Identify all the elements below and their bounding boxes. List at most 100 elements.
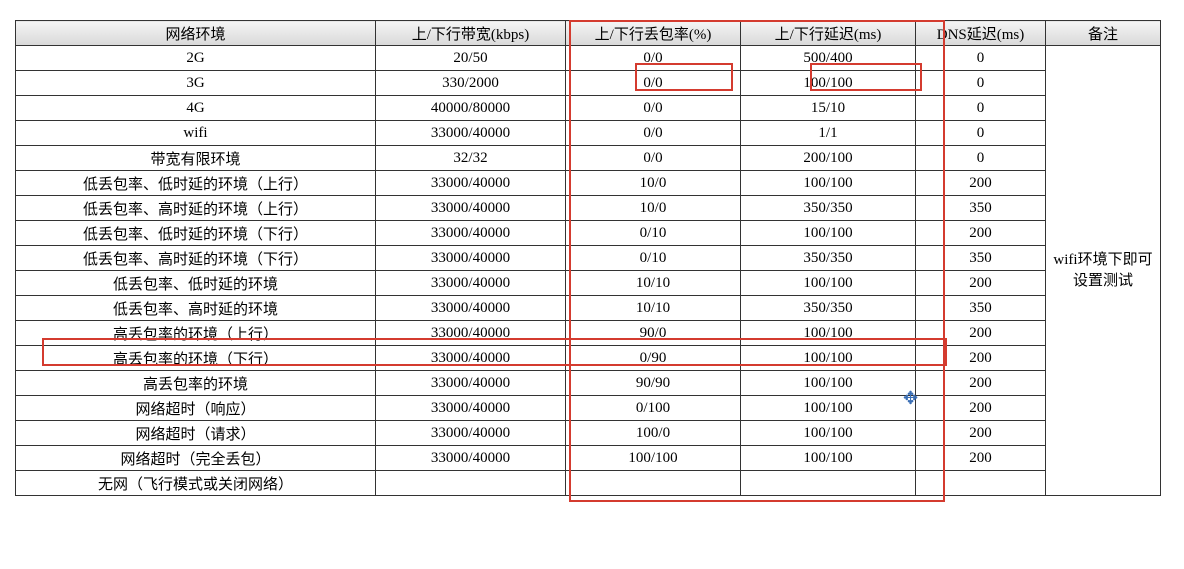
cell-env: 2G [16, 46, 376, 71]
table-row: 4G40000/800000/015/100 [16, 96, 1161, 121]
cell-lat: 350/350 [741, 296, 916, 321]
table-row: 带宽有限环境32/320/0200/1000 [16, 146, 1161, 171]
cell-bw: 33000/40000 [376, 121, 566, 146]
cell-bw: 33000/40000 [376, 271, 566, 296]
cell-dns: 200 [916, 421, 1046, 446]
cell-env: 低丢包率、高时延的环境（下行） [16, 246, 376, 271]
cell-lat: 100/100 [741, 371, 916, 396]
table-row: 网络超时（响应）33000/400000/100100/100200 [16, 396, 1161, 421]
cell-bw: 33000/40000 [376, 221, 566, 246]
cell-dns: 200 [916, 346, 1046, 371]
cell-loss: 10/0 [566, 171, 741, 196]
cell-lat: 100/100 [741, 171, 916, 196]
cell-bw: 40000/80000 [376, 96, 566, 121]
cell-dns [916, 471, 1046, 496]
cell-loss: 0/90 [566, 346, 741, 371]
cell-dns: 200 [916, 446, 1046, 471]
cell-bw: 33000/40000 [376, 371, 566, 396]
cell-bw: 32/32 [376, 146, 566, 171]
col-env: 网络环境 [16, 21, 376, 46]
cell-loss: 0/0 [566, 146, 741, 171]
cell-env: 高丢包率的环境 [16, 371, 376, 396]
cell-loss: 0/0 [566, 121, 741, 146]
cell-env: 低丢包率、低时延的环境 [16, 271, 376, 296]
cell-env: 4G [16, 96, 376, 121]
cell-dns: 200 [916, 171, 1046, 196]
cell-loss: 90/0 [566, 321, 741, 346]
cell-lat: 100/100 [741, 271, 916, 296]
cell-bw: 33000/40000 [376, 321, 566, 346]
cell-bw: 33000/40000 [376, 446, 566, 471]
table-row: 低丢包率、高时延的环境33000/4000010/10350/350350 [16, 296, 1161, 321]
cell-lat: 100/100 [741, 71, 916, 96]
cell-env: 低丢包率、高时延的环境 [16, 296, 376, 321]
cell-loss [566, 471, 741, 496]
table-row: 低丢包率、低时延的环境（下行）33000/400000/10100/100200 [16, 221, 1161, 246]
cell-lat: 200/100 [741, 146, 916, 171]
cell-loss: 0/10 [566, 221, 741, 246]
cell-dns: 0 [916, 46, 1046, 71]
table-row: 高丢包率的环境（上行）33000/4000090/0100/100200 [16, 321, 1161, 346]
cell-dns: 200 [916, 321, 1046, 346]
col-lat: 上/下行延迟(ms) [741, 21, 916, 46]
cell-bw: 20/50 [376, 46, 566, 71]
cell-bw [376, 471, 566, 496]
cell-bw: 33000/40000 [376, 421, 566, 446]
cell-bw: 33000/40000 [376, 296, 566, 321]
cell-bw: 33000/40000 [376, 346, 566, 371]
cell-loss: 90/90 [566, 371, 741, 396]
cell-bw: 33000/40000 [376, 396, 566, 421]
cell-loss: 0/10 [566, 246, 741, 271]
cell-env: 低丢包率、高时延的环境（上行） [16, 196, 376, 221]
note-cell: wifi环境下即可设置测试 [1046, 46, 1161, 496]
cell-dns: 200 [916, 396, 1046, 421]
col-note: 备注 [1046, 21, 1161, 46]
table-row: 低丢包率、低时延的环境33000/4000010/10100/100200 [16, 271, 1161, 296]
cell-env: 高丢包率的环境（上行） [16, 321, 376, 346]
cell-bw: 33000/40000 [376, 196, 566, 221]
cell-env: 低丢包率、低时延的环境（下行） [16, 221, 376, 246]
cell-lat: 350/350 [741, 196, 916, 221]
header-row: 网络环境 上/下行带宽(kbps) 上/下行丢包率(%) 上/下行延迟(ms) … [16, 21, 1161, 46]
network-params-table: 网络环境 上/下行带宽(kbps) 上/下行丢包率(%) 上/下行延迟(ms) … [15, 20, 1161, 496]
cell-loss: 0/100 [566, 396, 741, 421]
cell-lat: 100/100 [741, 396, 916, 421]
cell-lat: 100/100 [741, 421, 916, 446]
table-row: 高丢包率的环境33000/4000090/90100/100200 [16, 371, 1161, 396]
cell-dns: 0 [916, 71, 1046, 96]
cell-dns: 200 [916, 221, 1046, 246]
cell-lat [741, 471, 916, 496]
cell-env: 低丢包率、低时延的环境（上行） [16, 171, 376, 196]
cell-dns: 0 [916, 121, 1046, 146]
table-row: 网络超时（请求）33000/40000100/0100/100200 [16, 421, 1161, 446]
cell-lat: 350/350 [741, 246, 916, 271]
cell-bw: 33000/40000 [376, 246, 566, 271]
cell-lat: 100/100 [741, 346, 916, 371]
cell-bw: 330/2000 [376, 71, 566, 96]
table-row: 网络超时（完全丢包）33000/40000100/100100/100200 [16, 446, 1161, 471]
table-row: 无网（飞行模式或关闭网络） [16, 471, 1161, 496]
cell-lat: 1/1 [741, 121, 916, 146]
cell-env: 带宽有限环境 [16, 146, 376, 171]
table-wrap: 网络环境 上/下行带宽(kbps) 上/下行丢包率(%) 上/下行延迟(ms) … [15, 20, 1160, 496]
cell-env: 无网（飞行模式或关闭网络） [16, 471, 376, 496]
cell-lat: 15/10 [741, 96, 916, 121]
table-row: 低丢包率、高时延的环境（上行）33000/4000010/0350/350350 [16, 196, 1161, 221]
cell-dns: 0 [916, 146, 1046, 171]
cell-env: 网络超时（请求） [16, 421, 376, 446]
cell-dns: 350 [916, 296, 1046, 321]
cell-loss: 10/10 [566, 296, 741, 321]
cell-lat: 100/100 [741, 221, 916, 246]
cell-dns: 350 [916, 196, 1046, 221]
cell-dns: 0 [916, 96, 1046, 121]
cell-env: 网络超时（响应） [16, 396, 376, 421]
cell-lat: 100/100 [741, 446, 916, 471]
col-dns: DNS延迟(ms) [916, 21, 1046, 46]
cell-loss: 0/0 [566, 96, 741, 121]
cell-dns: 350 [916, 246, 1046, 271]
cell-dns: 200 [916, 271, 1046, 296]
cell-loss: 0/0 [566, 71, 741, 96]
cell-loss: 10/10 [566, 271, 741, 296]
cell-loss: 100/0 [566, 421, 741, 446]
cell-env: wifi [16, 121, 376, 146]
